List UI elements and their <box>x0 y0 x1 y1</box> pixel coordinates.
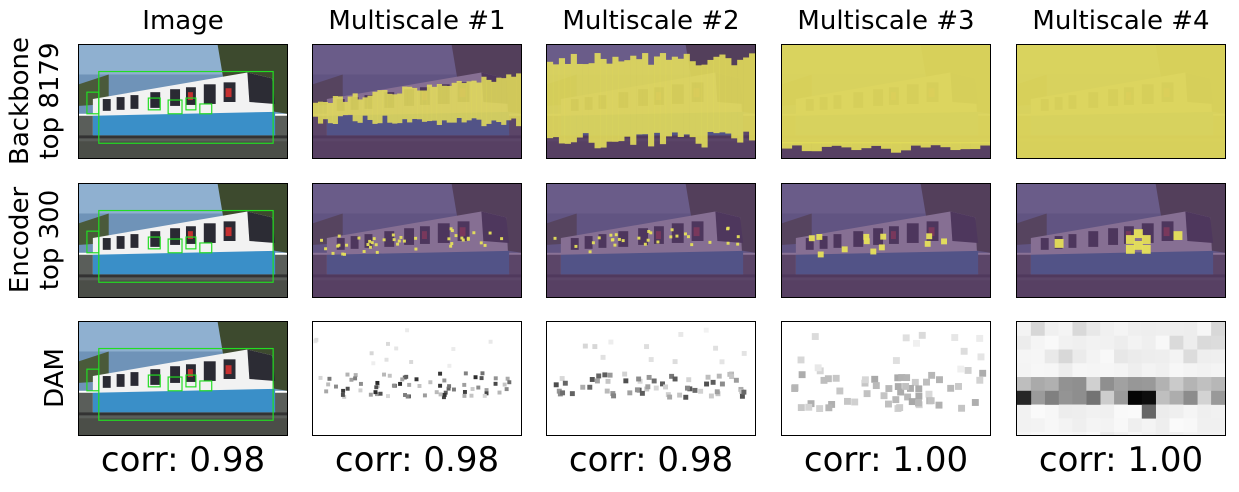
dam-heatmap <box>313 322 521 435</box>
corr-label-ms2: corr: 0.98 <box>568 440 734 480</box>
panel-encoder-ms3 <box>781 183 991 298</box>
heatmap-overlay <box>313 45 521 158</box>
tram-image <box>79 184 287 297</box>
panel-backbone-ms3 <box>781 44 991 159</box>
heatmap-overlay <box>547 45 755 158</box>
panel-backbone-ms2 <box>546 44 756 159</box>
tram-image <box>79 45 287 158</box>
heatmap-overlay <box>1017 184 1225 297</box>
corr-label-ms4: corr: 1.00 <box>1038 440 1204 480</box>
dam-heatmap <box>1017 322 1225 435</box>
panel-image-backbone <box>78 44 288 159</box>
heatmap-overlay <box>1017 45 1225 158</box>
panel-encoder-ms2 <box>546 183 756 298</box>
column-title-multiscale-3: Multiscale #3 <box>797 6 975 36</box>
row-label-backbone: Backbone top 8179 <box>5 37 65 165</box>
row-label-line: top 8179 <box>35 42 65 160</box>
panel-dam-ms2 <box>546 321 756 436</box>
row-label-encoder: Encoder top 300 <box>5 187 65 293</box>
heatmap-overlay <box>782 45 990 158</box>
dam-heatmap <box>782 322 990 435</box>
corr-label-ms1: corr: 0.98 <box>334 440 500 480</box>
tram-image <box>79 322 287 435</box>
dam-heatmap <box>547 322 755 435</box>
heatmap-overlay <box>547 184 755 297</box>
corr-label-image: corr: 0.98 <box>100 440 266 480</box>
panel-dam-ms1 <box>312 321 522 436</box>
panel-encoder-ms4 <box>1016 183 1226 298</box>
corr-label-ms3: corr: 1.00 <box>803 440 969 480</box>
panel-image-encoder <box>78 183 288 298</box>
column-title-image: Image <box>142 6 224 36</box>
row-label-line: DAM <box>40 348 70 408</box>
panel-backbone-ms4 <box>1016 44 1226 159</box>
column-title-multiscale-2: Multiscale #2 <box>562 6 740 36</box>
panel-encoder-ms1 <box>312 183 522 298</box>
row-label-line: top 300 <box>35 189 65 291</box>
heatmap-overlay <box>313 184 521 297</box>
panel-dam-ms4 <box>1016 321 1226 436</box>
row-label-line: Encoder <box>5 186 35 294</box>
panel-image-dam <box>78 321 288 436</box>
panel-dam-ms3 <box>781 321 991 436</box>
row-label-line: Backbone <box>5 36 35 166</box>
row-label-dam: DAM <box>40 348 70 408</box>
heatmap-overlay <box>782 184 990 297</box>
panel-backbone-ms1 <box>312 44 522 159</box>
column-title-multiscale-4: Multiscale #4 <box>1032 6 1210 36</box>
column-title-multiscale-1: Multiscale #1 <box>328 6 506 36</box>
